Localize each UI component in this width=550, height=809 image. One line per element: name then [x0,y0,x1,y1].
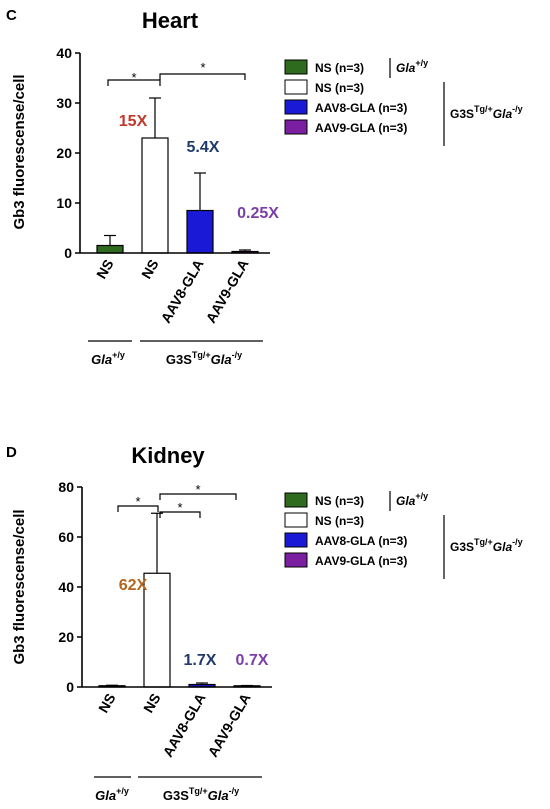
panel-letter: D [6,444,17,461]
y-tick-label: 40 [56,45,72,61]
group-label-right: G3STg/+Gla-/y [163,786,239,803]
significance-bracket [107,73,246,86]
y-tick-label: 30 [56,95,72,111]
significance-star: * [131,70,136,85]
y-axis-label: Gb3 fluorescense/cell [11,509,28,664]
x-tick-label: NS [93,257,117,282]
legend-group-top: Gla+/y [396,491,428,508]
legend-swatch [284,532,308,548]
group-label-left: Gla+/y [95,786,129,803]
legend-group-bottom: G3STg/+Gla-/y [450,537,523,554]
legend-label: NS (n=3) [315,81,364,95]
fold-label: 15X [119,113,148,130]
fold-label: 0.25X [237,205,279,222]
group-label-left: Gla+/y [91,350,125,367]
y-ticks: 0 20 40 60 80 [58,479,82,695]
legend-group-bottom: G3STg/+Gla-/y [450,104,523,121]
y-axis-label: Gb3 fluorescense/cell [11,74,28,229]
legend-swatch [284,512,308,528]
legend-swatch [284,59,308,75]
x-tick-label: AAV9-GLA [202,257,251,326]
fold-label: 62X [119,577,148,594]
y-tick-label: 80 [58,479,74,495]
chart-title: Kidney [131,443,205,468]
legend-swatch [284,492,308,508]
significance-star: * [195,482,200,497]
legend-label: NS (n=3) [315,61,364,75]
fold-label: 1.7X [184,652,217,669]
x-tick-label: NS [95,691,119,716]
bar [141,137,169,254]
y-tick-label: 40 [58,579,74,595]
panel-heart: C Heart Gb3 fluorescense/cell 010203040 … [6,7,523,367]
y-tick-label: 20 [56,145,72,161]
panel-kidney: D Kidney Gb3 fluorescense/cell 0 20 40 60 80… [6,443,523,803]
legend-swatch [284,119,308,135]
legend-label: AAV9-GLA (n=3) [315,554,407,568]
bar [96,244,124,254]
group-label-right: G3STg/+Gla-/y [166,350,242,367]
legend-swatch [284,552,308,568]
axes [79,53,270,254]
legend: NS (n=3) NS (n=3) AAV8-GLA (n=3) AAV9-GLA (… [284,59,407,135]
y-tick-label: 0 [66,679,74,695]
x-tick-label: AAV8-GLA [157,257,206,326]
legend-label: AAV8-GLA (n=3) [315,534,407,548]
bar [143,572,171,688]
legend-label: NS (n=3) [315,514,364,528]
fold-label: 0.7X [236,652,269,669]
x-tick-label: AAV8-GLA [159,691,208,760]
y-tick-label: 0 [64,245,72,261]
y-tick-label: 60 [58,529,74,545]
significance-star: * [135,494,140,509]
chart-title: Heart [142,8,199,33]
legend-group-top: Gla+/y [396,58,428,75]
axes [81,487,272,688]
legend: NS (n=3) NS (n=3) AAV8-GLA (n=3) AAV9-GLA (… [284,492,407,568]
panel-letter: C [6,7,17,24]
significance-star: * [200,60,205,75]
significance-star: * [177,500,182,515]
y-ticks: 0 10 20 30 40 [56,45,80,261]
x-tick-label: NS [138,257,162,282]
y-tick-label: 10 [56,195,72,211]
y-tick-label: 20 [58,629,74,645]
fold-label: 5.4X [187,139,220,156]
legend-brackets [389,58,445,146]
legend-label: AAV8-GLA (n=3) [315,101,407,115]
legend-brackets [389,491,445,579]
bar [186,209,214,254]
legend-swatch [284,99,308,115]
legend-swatch [284,79,308,95]
x-tick-label: NS [140,691,164,716]
significance-bracket [117,493,237,518]
x-tick-label: AAV9-GLA [204,691,253,760]
legend-label: NS (n=3) [315,494,364,508]
legend-label: AAV9-GLA (n=3) [315,121,407,135]
